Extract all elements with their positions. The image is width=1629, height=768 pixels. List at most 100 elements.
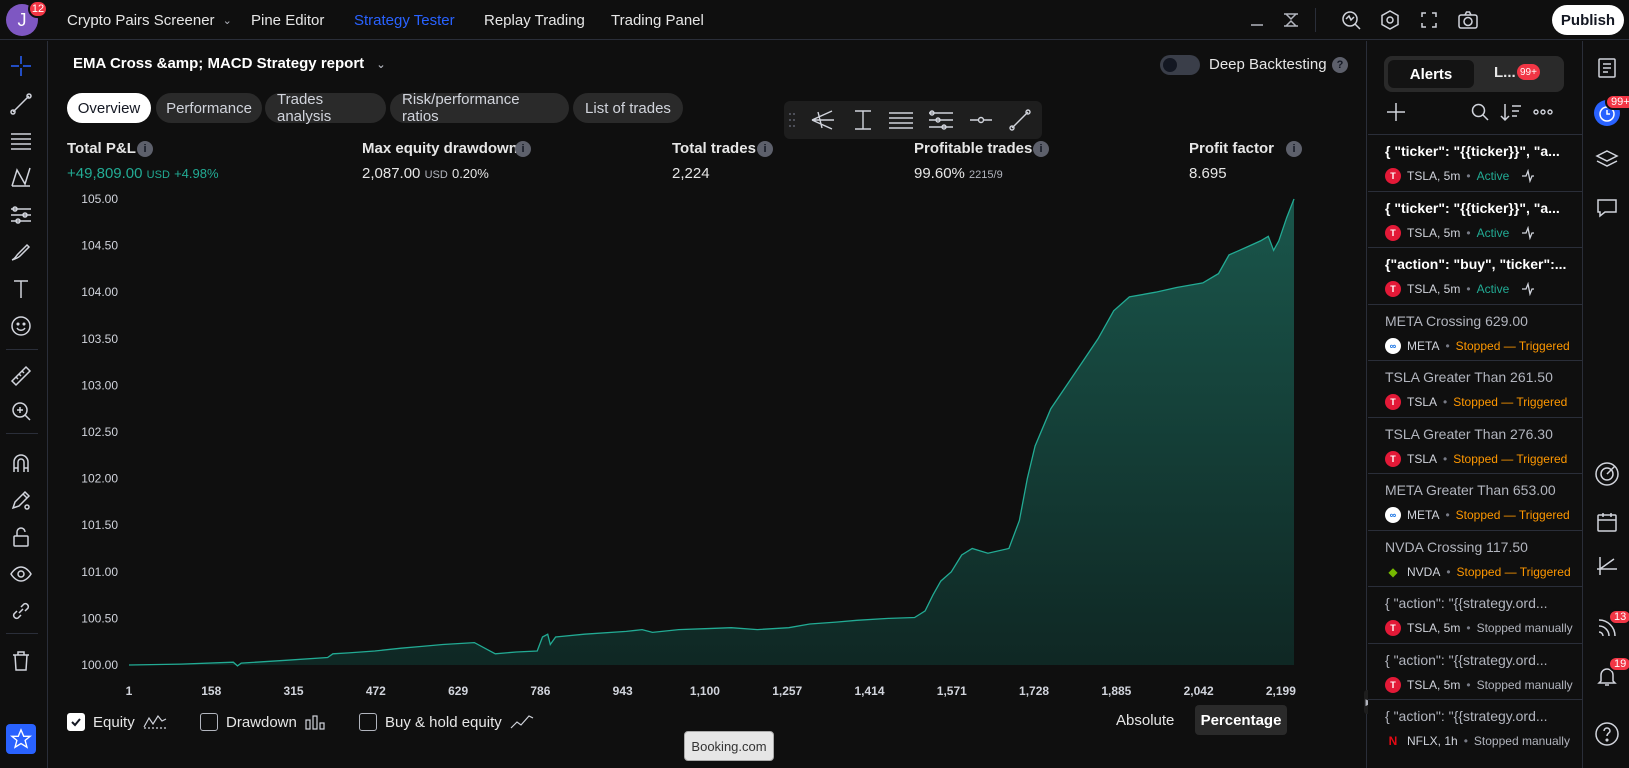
alert-item[interactable]: META Greater Than 653.00 ∞ META • Stopped — … (1368, 473, 1583, 531)
drag-handle-icon[interactable] (786, 106, 798, 134)
percentage-button[interactable]: Percentage (1195, 705, 1287, 735)
patterns-icon[interactable] (6, 163, 36, 193)
crosshair-icon[interactable] (6, 51, 36, 81)
tsla-logo-icon: T (1385, 620, 1401, 636)
target-icon[interactable] (1592, 459, 1622, 489)
alert-item[interactable]: { "ticker": "{{ticker}}", "a... T TSLA, 5m… (1368, 134, 1583, 192)
info-icon[interactable]: i (1033, 141, 1049, 157)
alert-action-icon[interactable] (1521, 225, 1535, 240)
drawdown-checkbox[interactable] (200, 713, 218, 731)
absolute-button[interactable]: Absolute (1116, 711, 1175, 729)
tab-trades-analysis[interactable]: Trades analysis (265, 91, 386, 125)
publish-button[interactable]: Publish (1552, 5, 1624, 35)
chevron-down-icon[interactable]: ⌄ (222, 14, 232, 27)
legend-drawdown[interactable]: Drawdown (200, 708, 327, 736)
separator-dot: • (1443, 451, 1448, 466)
buy-hold-checkbox[interactable] (359, 713, 377, 731)
tab-strategy-tester[interactable]: Strategy Tester (354, 11, 455, 29)
total-pnl-amount: +49,809.00 (67, 165, 143, 182)
tab-crypto-pairs-screener[interactable]: Crypto Pairs Screener ⌄ (67, 0, 232, 40)
tab-log[interactable]: L... (1494, 64, 1516, 81)
fib-retracement-icon[interactable] (6, 126, 36, 156)
legend-buy-hold[interactable]: Buy & hold equity (359, 708, 534, 736)
max-drawdown-percent: 0.20% (451, 166, 489, 181)
alert-action-icon[interactable] (1521, 169, 1535, 183)
alert-symbol: META (1407, 338, 1440, 353)
link-icon[interactable] (6, 596, 36, 626)
tab-overview[interactable]: Overview (67, 93, 151, 123)
streams-icon[interactable] (1592, 613, 1622, 643)
price-range-icon[interactable] (849, 106, 877, 134)
equity-chart[interactable]: 105.00 104.50 104.00 103.50 103.00 102.50 102.… (54, 186, 1314, 706)
alert-item[interactable]: {"action": "buy", "ticker":... T TSLA, 5m •… (1368, 247, 1583, 305)
chevron-down-icon[interactable]: ⌄ (376, 59, 386, 71)
add-alert-icon[interactable] (1384, 100, 1408, 124)
sort-icon[interactable] (1499, 100, 1523, 124)
alert-item[interactable]: { "ticker": "{{ticker}}", "a... T TSLA, 5m… (1368, 190, 1583, 249)
lock-drawings-icon[interactable] (6, 522, 36, 552)
legend-equity[interactable]: Equity (67, 708, 167, 736)
help-icon[interactable]: ? (1332, 57, 1348, 73)
tab-alerts[interactable]: Alerts (1388, 60, 1474, 88)
tab-performance[interactable]: Performance (156, 93, 262, 123)
watchlist-icon[interactable] (1592, 53, 1622, 83)
alert-item[interactable]: { "action": "{{strategy.ord... T TSLA, 5m •… (1368, 586, 1583, 644)
y-tick-label: 101.50 (81, 518, 118, 532)
search-icon[interactable] (1468, 100, 1492, 124)
x-tick-label: 472 (366, 684, 386, 698)
info-icon[interactable]: i (757, 141, 773, 157)
alert-meta: T TSLA, 5m • Stopped manually (1385, 676, 1581, 693)
chat-icon[interactable] (1592, 193, 1622, 223)
alert-item[interactable]: { "action": "{{strategy.ord... N NFLX, 1h •… (1368, 699, 1583, 757)
zoom-in-icon[interactable] (6, 396, 36, 426)
horizontal-ray-icon[interactable] (967, 106, 995, 134)
regression-trend-icon[interactable] (927, 106, 955, 134)
brush-icon[interactable] (6, 237, 36, 267)
settings-gear-icon[interactable] (1377, 7, 1403, 33)
emoji-icon[interactable] (6, 311, 36, 341)
tab-risk-performance-ratios[interactable]: Risk/performance ratios (390, 91, 569, 125)
trend-line-icon[interactable] (1006, 106, 1034, 134)
pitchfork-icon[interactable] (809, 106, 837, 134)
trading-ideas-icon[interactable] (1592, 551, 1622, 581)
tab-trading-panel[interactable]: Trading Panel (611, 11, 704, 29)
trash-icon[interactable] (6, 646, 36, 676)
x-tick-label: 315 (284, 684, 304, 698)
alert-symbol: TSLA, 5m (1407, 621, 1461, 635)
equity-checkbox[interactable] (67, 713, 85, 731)
alert-item[interactable]: META Crossing 629.00 ∞ META • Stopped — Trig… (1368, 303, 1583, 362)
info-icon[interactable]: i (515, 141, 531, 157)
alert-item[interactable]: NVDA Crossing 117.50 ◆ NVDA • Stopped — Trig… (1368, 529, 1583, 588)
alert-item[interactable]: { "action": "{{strategy.ord... T TSLA, 5m •… (1368, 642, 1583, 701)
text-tool-icon[interactable] (6, 274, 36, 304)
calendar-icon[interactable] (1592, 507, 1622, 537)
quick-search-icon[interactable] (1338, 7, 1364, 33)
alert-action-icon[interactable] (1521, 282, 1535, 296)
hide-drawings-eye-icon[interactable] (6, 559, 36, 589)
drawing-mode-icon[interactable] (6, 485, 36, 515)
parallel-channel-icon[interactable] (887, 106, 915, 134)
alert-item[interactable]: TSLA Greater Than 261.50 T TSLA • Stopped — … (1368, 360, 1583, 418)
booking-com-tooltip[interactable]: Booking.com (684, 731, 774, 761)
help-question-icon[interactable] (1592, 719, 1622, 749)
more-options-icon[interactable] (1531, 100, 1555, 124)
maximize-panel-icon[interactable] (1278, 7, 1304, 33)
camera-snapshot-icon[interactable] (1455, 7, 1481, 33)
favorites-star-icon[interactable] (6, 724, 36, 754)
report-title[interactable]: EMA Cross &amp; MACD Strategy report ⌄ (73, 55, 386, 72)
fullscreen-icon[interactable] (1416, 7, 1442, 33)
log-count-badge: 99+ (1517, 64, 1540, 80)
trend-line-icon[interactable] (6, 89, 36, 119)
magnet-icon[interactable] (6, 448, 36, 478)
tab-pine-editor[interactable]: Pine Editor (251, 11, 325, 29)
info-icon[interactable]: i (137, 141, 153, 157)
ruler-icon[interactable] (6, 361, 36, 391)
deep-backtesting-toggle[interactable] (1160, 55, 1200, 75)
minimize-panel-icon[interactable] (1244, 7, 1270, 33)
layers-icon[interactable] (1592, 145, 1622, 175)
alert-item[interactable]: TSLA Greater Than 276.30 T TSLA • Stopped — … (1368, 416, 1583, 475)
tab-replay-trading[interactable]: Replay Trading (484, 11, 585, 29)
tab-list-of-trades[interactable]: List of trades (573, 93, 683, 123)
info-icon[interactable]: i (1286, 141, 1302, 157)
forecasting-icon[interactable] (6, 200, 36, 230)
